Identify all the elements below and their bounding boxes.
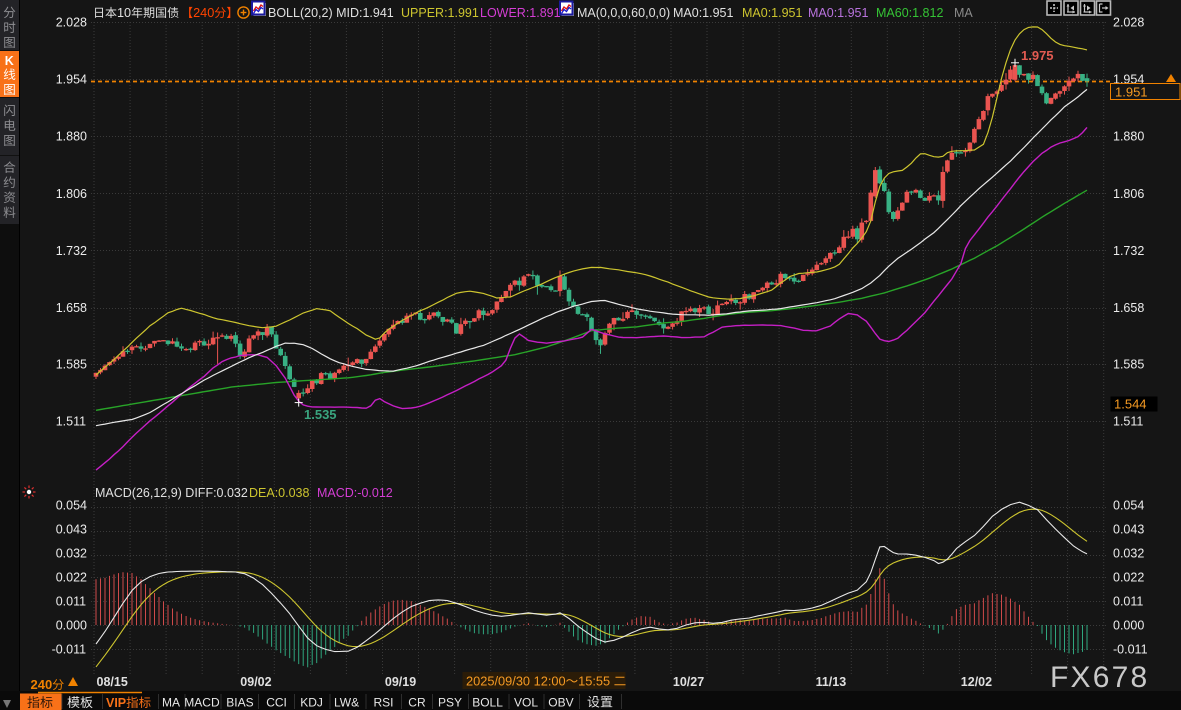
svg-text:0.011: 0.011 (56, 595, 86, 609)
svg-text:15:55: 15:55 (578, 674, 610, 689)
svg-text:09/02: 09/02 (240, 675, 271, 689)
svg-text:LW&: LW& (334, 696, 359, 710)
svg-text:MA0:1.951: MA0:1.951 (742, 6, 803, 20)
svg-text:RSI: RSI (374, 696, 394, 710)
svg-text:1.880: 1.880 (1113, 130, 1144, 144)
svg-text:240: 240 (193, 6, 214, 20)
svg-text:1.880: 1.880 (56, 130, 87, 144)
svg-text:0.032: 0.032 (56, 547, 87, 561)
svg-text:1.585: 1.585 (1113, 357, 1144, 371)
svg-text:BOLL: BOLL (472, 696, 503, 710)
svg-text:MA: MA (954, 6, 973, 20)
svg-text:0.054: 0.054 (1113, 499, 1144, 513)
svg-text:08/15: 08/15 (97, 675, 128, 689)
svg-text:0.000: 0.000 (56, 619, 87, 633)
svg-text:-0.011: -0.011 (52, 643, 87, 657)
svg-text:OBV: OBV (548, 696, 573, 710)
svg-text:1.535: 1.535 (304, 407, 337, 422)
svg-text:MA0:1.951: MA0:1.951 (673, 6, 734, 20)
svg-text:MACD: MACD (184, 696, 220, 710)
svg-text:2.028: 2.028 (56, 15, 87, 29)
svg-text:LOWER:1.891: LOWER:1.891 (480, 6, 561, 20)
svg-text:FX678: FX678 (1050, 661, 1149, 694)
svg-text:MA(0,0,0,60,0,0): MA(0,0,0,60,0,0) (577, 6, 670, 20)
svg-text:-0.011: -0.011 (1113, 643, 1148, 657)
svg-text:K: K (5, 54, 14, 68)
svg-text:VIP: VIP (106, 696, 126, 710)
svg-text:1.658: 1.658 (1113, 301, 1144, 315)
svg-text:1.951: 1.951 (1115, 85, 1148, 100)
svg-text:1.732: 1.732 (56, 244, 87, 258)
svg-text:0.054: 0.054 (56, 499, 87, 513)
svg-text:1.511: 1.511 (1113, 415, 1143, 429)
svg-text:DEA:0.038: DEA:0.038 (249, 486, 310, 500)
svg-text:MACD(26,12,9) DIFF:0.032: MACD(26,12,9) DIFF:0.032 (95, 486, 248, 500)
svg-text:MA0:1.951: MA0:1.951 (808, 6, 869, 20)
svg-text:1.511: 1.511 (56, 415, 86, 429)
svg-text:1.806: 1.806 (1113, 187, 1144, 201)
svg-text:MA60:1.812: MA60:1.812 (876, 6, 943, 20)
svg-text:0.022: 0.022 (1113, 571, 1144, 585)
svg-text:PSY: PSY (438, 696, 462, 710)
svg-text:1.585: 1.585 (56, 357, 87, 371)
svg-text:0.011: 0.011 (1113, 595, 1143, 609)
svg-text:2025/09/30 12:00: 2025/09/30 12:00 (466, 674, 566, 689)
svg-text:1.806: 1.806 (56, 187, 87, 201)
svg-text:CR: CR (408, 696, 426, 710)
svg-text:2.028: 2.028 (1113, 15, 1144, 29)
svg-text:10: 10 (117, 6, 131, 20)
svg-text:0.032: 0.032 (1113, 547, 1144, 561)
svg-text:240: 240 (31, 677, 53, 692)
svg-text:1.732: 1.732 (1113, 244, 1144, 258)
svg-text:MACD:-0.012: MACD:-0.012 (317, 486, 393, 500)
svg-text:1.975: 1.975 (1021, 48, 1054, 63)
svg-text:VOL: VOL (514, 696, 538, 710)
svg-text:UPPER:1.991: UPPER:1.991 (401, 6, 479, 20)
svg-text:10/27: 10/27 (673, 675, 704, 689)
svg-text:KDJ: KDJ (300, 696, 323, 710)
svg-text:BIAS: BIAS (226, 696, 253, 710)
svg-text:BOLL(20,2) MID:1.941: BOLL(20,2) MID:1.941 (268, 6, 394, 20)
svg-text:0.000: 0.000 (1113, 619, 1144, 633)
svg-text:1.544: 1.544 (1114, 397, 1147, 412)
svg-text:11/13: 11/13 (816, 675, 847, 689)
svg-text:1.954: 1.954 (56, 73, 87, 87)
svg-text:1.658: 1.658 (56, 301, 87, 315)
svg-text:0.043: 0.043 (56, 523, 87, 537)
svg-text:0.043: 0.043 (1113, 523, 1144, 537)
svg-text:MA: MA (162, 696, 180, 710)
svg-text:09/19: 09/19 (385, 675, 416, 689)
svg-text:CCI: CCI (266, 696, 287, 710)
svg-text:12/02: 12/02 (961, 675, 992, 689)
svg-text:0.022: 0.022 (56, 571, 87, 585)
